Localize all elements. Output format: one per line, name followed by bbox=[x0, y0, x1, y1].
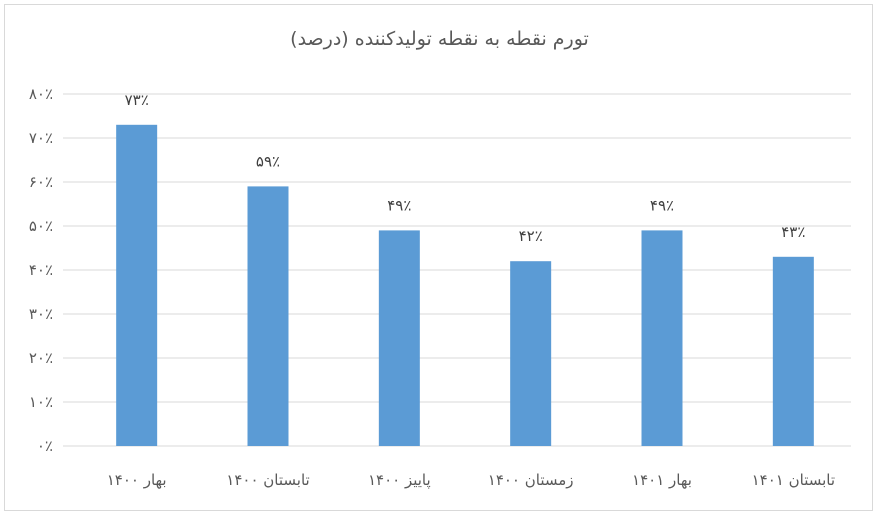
category-label: زمستان ۱۴۰۰ bbox=[488, 471, 574, 489]
data-label: ۵۹٪ bbox=[256, 152, 280, 170]
category-label: بهار ۱۴۰۰ bbox=[107, 471, 167, 489]
gridlines bbox=[63, 93, 851, 447]
bar bbox=[116, 124, 158, 447]
y-tick-label: ۸۰٪ bbox=[29, 85, 53, 103]
y-tick-label: ۲۰٪ bbox=[29, 349, 53, 367]
y-tick-label: ۴۰٪ bbox=[29, 261, 53, 279]
category-labels: بهار ۱۴۰۰ تابستان ۱۴۰۰ پاییز ۱۴۰۰ زمستان ۱۴… bbox=[107, 471, 835, 490]
data-label: ۴۳٪ bbox=[781, 223, 805, 241]
category-label: تابستان ۱۴۰۱ bbox=[752, 471, 835, 489]
category-label: تابستان ۱۴۰۰ bbox=[226, 471, 309, 489]
bar bbox=[247, 186, 289, 446]
y-tick-label: ۵۰٪ bbox=[29, 217, 53, 235]
y-tick-label: ۱۰٪ bbox=[29, 393, 53, 411]
category-label: بهار ۱۴۰۱ bbox=[632, 471, 692, 489]
data-label: ۴۲٪ bbox=[519, 227, 543, 245]
category-label: پاییز ۱۴۰۰ bbox=[368, 471, 431, 490]
bar bbox=[510, 261, 552, 446]
y-axis-labels: ۰٪ ۱۰٪ ۲۰٪ ۳۰٪ ۴۰٪ ۵۰٪ ۶۰٪ ۷۰٪ ۸۰٪ bbox=[29, 85, 53, 455]
data-label: ۴۹٪ bbox=[650, 196, 674, 214]
y-tick-label: ۳۰٪ bbox=[29, 305, 53, 323]
bars bbox=[116, 124, 814, 447]
chart-title: تورم نقطه به نقطه تولیدکننده (درصد) bbox=[290, 28, 589, 50]
data-label: ۴۹٪ bbox=[387, 196, 411, 214]
bar bbox=[641, 230, 683, 446]
y-tick-label: ۷۰٪ bbox=[29, 129, 53, 147]
data-labels: ۷۳٪ ۵۹٪ ۴۹٪ ۴۲٪ ۴۹٪ ۴۳٪ bbox=[125, 91, 806, 245]
y-tick-label: ۰٪ bbox=[37, 437, 53, 455]
bar bbox=[772, 256, 814, 446]
bar bbox=[378, 230, 420, 446]
y-tick-label: ۶۰٪ bbox=[29, 173, 53, 191]
data-label: ۷۳٪ bbox=[125, 91, 149, 109]
